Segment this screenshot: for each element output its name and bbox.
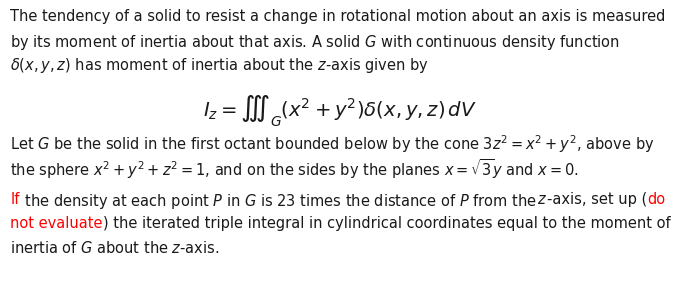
Text: the sphere $x^2 + y^2 + z^2 = 1$, and on the sides by the planes $x = \sqrt{3}y$: the sphere $x^2 + y^2 + z^2 = 1$, and on… (10, 157, 579, 180)
Text: $\delta(x, y, z)$ has moment of inertia about the $z$-axis given by: $\delta(x, y, z)$ has moment of inertia … (10, 56, 429, 75)
Text: the density at each point $P$ in $G$ is 23 times the distance of $P$ from the: the density at each point $P$ in $G$ is … (20, 192, 537, 212)
Text: The tendency of a solid to resist a change in rotational motion about an axis is: The tendency of a solid to resist a chan… (10, 9, 666, 24)
Text: by its moment of inertia about that axis. A solid $G$ with continuous density fu: by its moment of inertia about that axis… (10, 33, 620, 52)
Text: inertia of $G$ about the $z$-axis.: inertia of $G$ about the $z$-axis. (10, 240, 220, 256)
Text: Let $G$ be the solid in the first octant bounded below by the cone $3z^2 = x^2 +: Let $G$ be the solid in the first octant… (10, 133, 655, 155)
Text: $z$: $z$ (537, 192, 547, 207)
Text: not evaluate: not evaluate (10, 216, 103, 231)
Text: $I_z = \iiint_G (x^2 + y^2)\delta(x, y, z)\,dV$: $I_z = \iiint_G (x^2 + y^2)\delta(x, y, … (203, 92, 477, 129)
Text: ) the iterated triple integral in cylindrical coordinates equal to the moment of: ) the iterated triple integral in cylind… (103, 216, 670, 231)
Text: -axis, set up (: -axis, set up ( (547, 192, 647, 207)
Text: If: If (10, 192, 20, 207)
Text: do: do (647, 192, 666, 207)
